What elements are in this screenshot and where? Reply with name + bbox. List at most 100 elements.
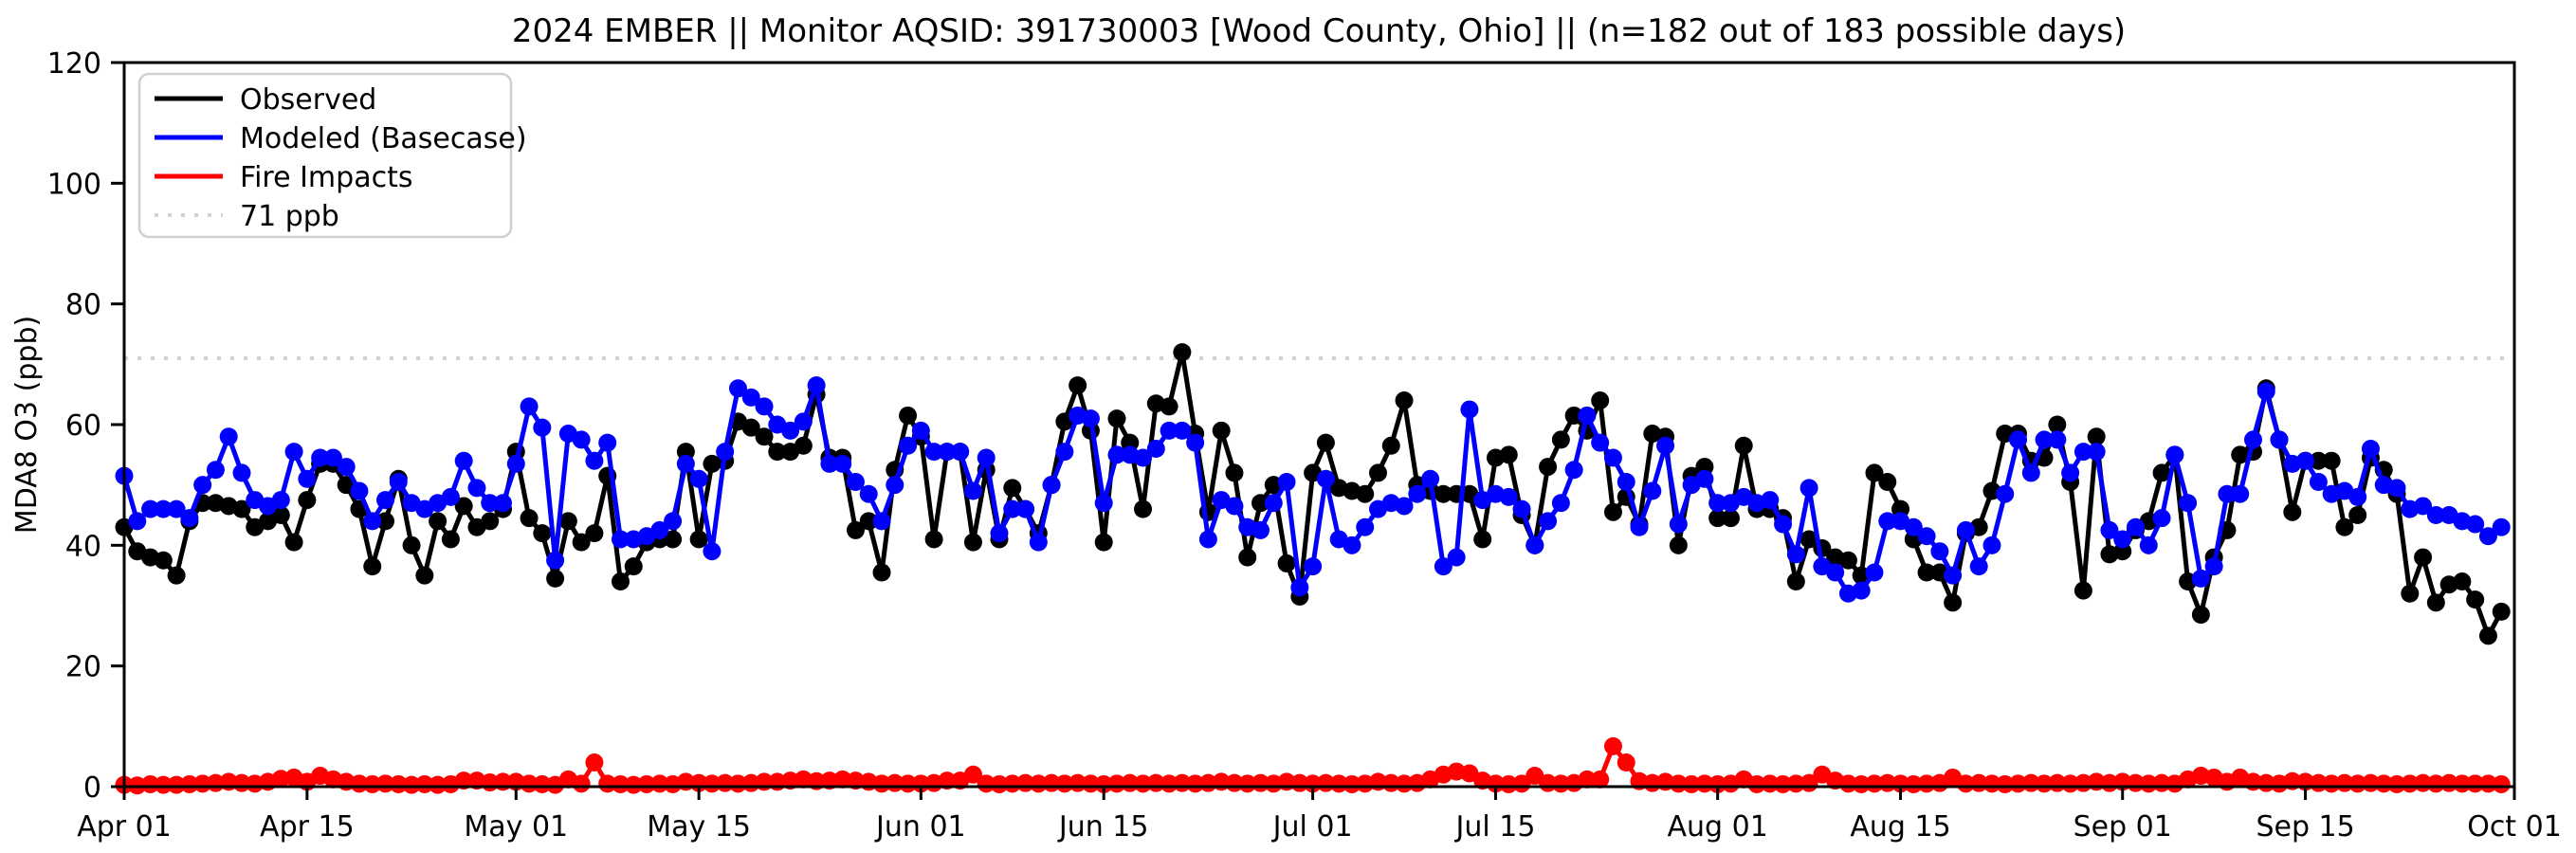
observed-marker [1917, 563, 1936, 582]
observed-marker [1551, 430, 1570, 449]
modeled-basecase-marker [454, 451, 473, 470]
modeled-basecase-marker [1198, 530, 1217, 549]
modeled-basecase-marker [846, 472, 865, 491]
observed-marker [611, 572, 630, 591]
observed-marker [1069, 376, 1087, 395]
modeled-basecase-marker [1304, 557, 1323, 576]
modeled-basecase-marker [2231, 484, 2250, 503]
fire-impacts-marker [1695, 774, 1714, 793]
modeled-basecase-marker [2478, 527, 2497, 546]
legend-label: 71 ppb [240, 200, 339, 233]
fire-impacts-marker [1304, 774, 1323, 793]
modeled-basecase-marker [572, 430, 591, 449]
fire-impacts-marker [2387, 774, 2406, 793]
legend-label: Fire Impacts [240, 161, 412, 194]
fire-impacts-marker [637, 774, 656, 793]
fire-impacts-marker [1499, 774, 1518, 793]
modeled-basecase-marker [781, 421, 800, 440]
fire-impacts-marker [2492, 774, 2511, 793]
observed-marker [1878, 472, 1897, 491]
observed-marker [664, 530, 683, 549]
modeled-basecase-marker [755, 397, 774, 416]
observed-marker [429, 512, 448, 531]
modeled-basecase-marker [1016, 499, 1035, 518]
modeled-basecase-marker [911, 421, 930, 440]
fire-impacts-marker [2322, 774, 2341, 793]
modeled-basecase-marker [1564, 461, 1583, 480]
modeled-basecase-marker [154, 499, 173, 518]
observed-marker [1786, 572, 1805, 591]
y-tick-label: 80 [65, 289, 101, 322]
observed-marker [520, 509, 539, 528]
modeled-basecase-marker [899, 436, 918, 455]
modeled-basecase-marker [2126, 517, 2145, 536]
y-tick-label: 20 [65, 651, 101, 684]
observed-marker [232, 499, 251, 518]
modeled-basecase-marker [2361, 439, 2380, 458]
modeled-basecase-marker [2348, 487, 2367, 506]
fire-impacts-marker [2453, 774, 2472, 793]
observed-marker [1473, 530, 1492, 549]
modeled-basecase-marker [2113, 530, 2132, 549]
observed-marker [167, 566, 186, 585]
modeled-basecase-marker [833, 454, 852, 473]
modeled-basecase-marker [1695, 469, 1714, 488]
fire-impacts-marker [415, 774, 434, 793]
modeled-basecase-marker [467, 479, 486, 498]
modeled-basecase-marker [1003, 499, 1022, 518]
modeled-basecase-marker [2218, 484, 2237, 503]
modeled-basecase-marker [1669, 515, 1688, 534]
fire-impacts-marker [1055, 774, 1074, 793]
observed-marker [1944, 593, 1963, 612]
fire-impacts-marker [2401, 774, 2420, 793]
modeled-basecase-marker [872, 512, 891, 531]
observed-marker [284, 533, 303, 552]
modeled-basecase-marker [206, 461, 225, 480]
observed-marker [1003, 479, 1022, 498]
modeled-basecase-marker [1107, 445, 1126, 464]
observed-marker [1094, 533, 1113, 552]
fire-impacts-marker [1865, 774, 1884, 793]
modeled-basecase-marker [219, 427, 238, 446]
modeled-basecase-marker [1042, 476, 1061, 495]
modeled-basecase-marker [676, 454, 695, 473]
observed-marker [376, 512, 395, 531]
x-tick-label: May 01 [464, 810, 568, 844]
modeled-basecase-marker [924, 443, 943, 462]
modeled-basecase-marker [441, 487, 460, 506]
modeled-basecase-marker [689, 469, 708, 488]
observed-marker [924, 530, 943, 549]
observed-marker [1434, 484, 1452, 503]
fire-impacts-marker [167, 775, 186, 794]
modeled-basecase-marker [1081, 409, 1100, 428]
modeled-basecase-marker [807, 376, 826, 395]
modeled-basecase-marker [1029, 533, 1048, 552]
observed-marker [2048, 415, 2067, 434]
fire-impacts-marker [271, 770, 290, 789]
x-tick-label: Jul 01 [1271, 810, 1353, 844]
x-tick-label: Aug 01 [1668, 810, 1768, 844]
modeled-basecase-marker [1134, 448, 1153, 467]
modeled-basecase-marker [1160, 421, 1178, 440]
modeled-basecase-marker [2100, 520, 2119, 539]
modeled-basecase-marker [1290, 578, 1309, 597]
fire-impacts-marker [1486, 774, 1505, 793]
legend-item: Observed [155, 83, 376, 117]
modeled-basecase-marker [2009, 430, 2028, 449]
fire-impacts-marker [363, 774, 382, 793]
modeled-basecase-marker [1800, 479, 1818, 498]
modeled-basecase-marker [963, 481, 982, 500]
modeled-basecase-marker [990, 524, 1009, 543]
legend-item: 71 ppb [155, 200, 339, 233]
modeled-basecase-marker [2087, 443, 2106, 462]
fire-impacts-marker [963, 765, 982, 784]
fire-impacts-marker [1761, 774, 1780, 793]
modeled-basecase-marker [141, 499, 160, 518]
observed-marker [1539, 458, 1558, 477]
observed-marker [2087, 427, 2106, 446]
modeled-basecase-marker [1878, 512, 1897, 531]
observed-marker [1499, 445, 1518, 464]
observed-marker [1225, 463, 1244, 482]
legend-box [137, 72, 513, 239]
modeled-basecase-marker [1526, 535, 1544, 554]
